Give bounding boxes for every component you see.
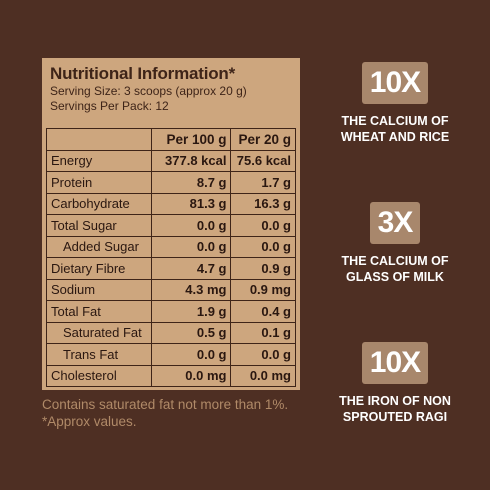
table-row: Dietary Fibre 4.7 g 0.9 g [46, 257, 296, 280]
value-per-20g: 0.0 g [230, 235, 296, 258]
value-per-20g: 0.0 mg [230, 364, 296, 387]
value-per-100g: 81.3 g [150, 192, 232, 215]
table-row: Protein 8.7 g 1.7 g [46, 171, 296, 194]
value-per-100g: 4.7 g [150, 257, 232, 280]
value-per-20g: 1.7 g [230, 171, 296, 194]
nutrient-label: Total Sugar [46, 214, 152, 237]
table-row: Added Sugar 0.0 g 0.0 g [46, 235, 296, 258]
claim-calcium-milk: 3X The calcium of glass of milk [322, 202, 468, 285]
value-per-100g: 8.7 g [150, 171, 232, 194]
nutrient-label: Sodium [46, 278, 152, 301]
nutrient-label: Trans Fat [46, 343, 152, 366]
claim-iron-ragi: 10X The iron of non sprouted ragi [322, 342, 468, 425]
nutrient-label: Added Sugar [46, 235, 152, 258]
value-per-100g: 0.5 g [150, 321, 232, 344]
claim-badge: 10X [361, 342, 429, 384]
header-nutrient [46, 128, 152, 151]
nutrition-panel: Nutritional Information* Serving Size: 3… [42, 58, 300, 390]
table-row: Sodium 4.3 mg 0.9 mg [46, 278, 296, 301]
nutrient-label: Total Fat [46, 300, 152, 323]
value-per-20g: 0.4 g [230, 300, 296, 323]
claim-text: The calcium of wheat and rice [322, 113, 468, 145]
claim-text: The calcium of glass of milk [322, 253, 468, 285]
approx-values-note: *Approx values. [42, 414, 137, 429]
value-per-100g: 0.0 g [150, 235, 232, 258]
serving-size: Serving Size: 3 scoops (approx 20 g) [50, 84, 247, 98]
saturated-fat-note: Contains saturated fat not more than 1%. [42, 397, 289, 412]
footnotes: Contains saturated fat not more than 1%.… [42, 396, 312, 430]
servings-per-pack: Servings Per Pack: 12 [50, 99, 169, 113]
table-row: Trans Fat 0.0 g 0.0 g [46, 343, 296, 366]
value-per-20g: 16.3 g [230, 192, 296, 215]
claim-line: sprouted ragi [342, 410, 448, 424]
claim-line: The iron of non [339, 394, 451, 408]
claim-calcium-wheat-rice: 10X The calcium of wheat and rice [322, 62, 468, 145]
claim-badge: 3X [369, 202, 421, 244]
claim-line: The calcium of [341, 254, 449, 268]
nutrient-label: Saturated Fat [46, 321, 152, 344]
table-header-row: Per 100 g Per 20 g [46, 128, 296, 151]
value-per-20g: 0.9 g [230, 257, 296, 280]
nutrient-label: Energy [46, 149, 152, 172]
nutrient-label: Cholesterol [46, 364, 152, 387]
header-per-20g: Per 20 g [230, 128, 296, 151]
value-per-100g: 377.8 kcal [150, 149, 232, 172]
claim-badge: 10X [361, 62, 429, 104]
value-per-20g: 0.0 g [230, 343, 296, 366]
value-per-100g: 0.0 g [150, 343, 232, 366]
value-per-100g: 0.0 mg [150, 364, 232, 387]
value-per-100g: 0.0 g [150, 214, 232, 237]
nutrition-table: Per 100 g Per 20 g Energy 377.8 kcal 75.… [46, 128, 296, 387]
value-per-100g: 1.9 g [150, 300, 232, 323]
nutrition-title: Nutritional Information* [50, 64, 236, 83]
value-per-20g: 0.0 g [230, 214, 296, 237]
value-per-100g: 4.3 mg [150, 278, 232, 301]
nutrient-label: Carbohydrate [46, 192, 152, 215]
nutrient-label: Dietary Fibre [46, 257, 152, 280]
table-row: Saturated Fat 0.5 g 0.1 g [46, 321, 296, 344]
table-row: Energy 377.8 kcal 75.6 kcal [46, 149, 296, 172]
value-per-20g: 75.6 kcal [230, 149, 296, 172]
claim-text: The iron of non sprouted ragi [322, 393, 468, 425]
claim-line: glass of milk [346, 270, 444, 284]
table-row: Total Fat 1.9 g 0.4 g [46, 300, 296, 323]
table-row: Cholesterol 0.0 mg 0.0 mg [46, 364, 296, 387]
claim-line: wheat and rice [340, 130, 450, 144]
header-per-100g: Per 100 g [150, 128, 232, 151]
nutrient-label: Protein [46, 171, 152, 194]
nutrition-header: Nutritional Information* Serving Size: 3… [42, 58, 300, 114]
table-row: Total Sugar 0.0 g 0.0 g [46, 214, 296, 237]
value-per-20g: 0.9 mg [230, 278, 296, 301]
claim-line: The calcium of [341, 114, 449, 128]
value-per-20g: 0.1 g [230, 321, 296, 344]
table-row: Carbohydrate 81.3 g 16.3 g [46, 192, 296, 215]
